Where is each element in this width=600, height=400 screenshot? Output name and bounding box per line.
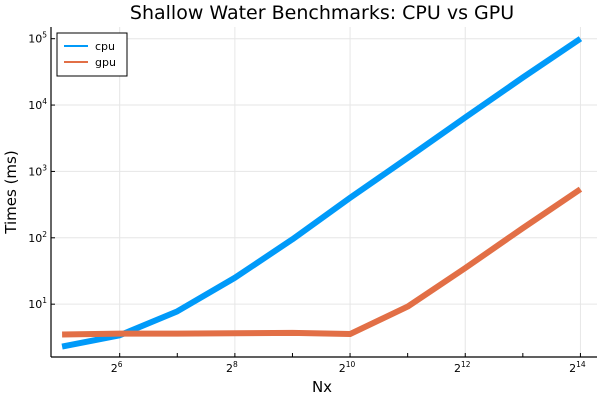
y-tick-label-2: 103 xyxy=(28,163,47,178)
series-lines xyxy=(61,36,583,350)
series-line-cpu xyxy=(61,36,583,350)
y-tick-label-0: 101 xyxy=(28,296,47,311)
legend: cpu gpu xyxy=(56,32,128,77)
y-tick-label-4: 105 xyxy=(28,31,47,46)
y-axis-label: Times (ms) xyxy=(2,150,20,234)
legend-box xyxy=(56,32,128,77)
chart-title: Shallow Water Benchmarks: CPU vs GPU xyxy=(130,2,514,24)
x-tick-label-3: 212 xyxy=(454,360,471,375)
legend-label-cpu: cpu xyxy=(95,40,115,53)
series-line-gpu xyxy=(62,186,583,338)
axes xyxy=(50,27,597,358)
x-axis-label: Nx xyxy=(312,378,332,396)
grid-lines xyxy=(51,27,597,357)
y-tick-label-3: 104 xyxy=(28,97,47,112)
x-tick-label-1: 28 xyxy=(226,360,238,375)
x-tick-label-0: 26 xyxy=(111,360,123,375)
legend-label-gpu: gpu xyxy=(95,56,116,69)
y-tick-label-1: 102 xyxy=(28,230,47,245)
tick-labels: 26 28 210 212 214 101 102 103 104 105 xyxy=(28,31,586,375)
x-tick-label-2: 210 xyxy=(339,360,356,375)
x-tick-label-4: 214 xyxy=(569,360,586,375)
